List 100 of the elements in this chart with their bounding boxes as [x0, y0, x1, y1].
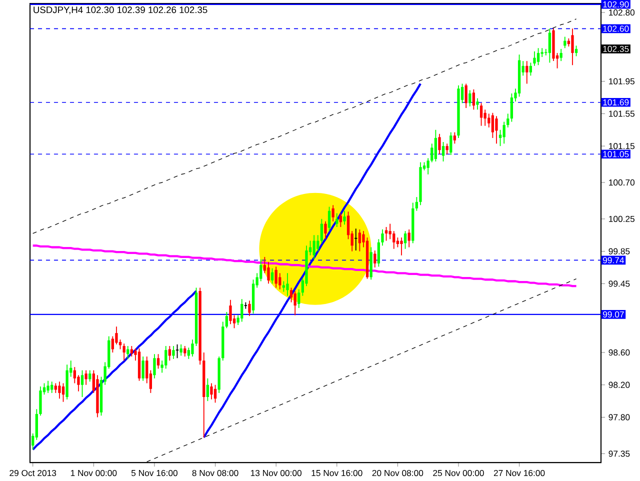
candlestick	[324, 221, 327, 240]
candlestick	[77, 374, 80, 392]
candlestick	[62, 382, 65, 403]
candlestick	[529, 62, 532, 76]
chart-title: USDJPY,H4 102.30 102.39 102.26 102.35	[34, 6, 208, 14]
candlestick	[476, 98, 479, 110]
candlestick	[502, 122, 506, 144]
candlestick	[533, 51, 536, 67]
candlestick	[574, 45, 578, 57]
candlestick	[336, 212, 338, 228]
candlestick	[175, 344, 180, 359]
x-tick-label: 25 Nov 00:00	[433, 470, 484, 476]
y-tick-label: 99.85	[608, 248, 630, 255]
candlestick	[392, 230, 396, 250]
candlestick	[450, 132, 452, 156]
candlestick	[491, 112, 494, 139]
y-tick-label: 97.80	[608, 414, 630, 421]
candlestick	[54, 382, 57, 394]
candlestick	[384, 226, 388, 242]
x-tick-label: 29 Oct 2013	[10, 470, 56, 476]
y-tick-label: 101.15	[609, 143, 635, 150]
x-tick-label: 27 Nov 16:00	[494, 470, 545, 476]
candlestick	[526, 60, 528, 84]
candlestick	[415, 196, 418, 212]
candlestick	[58, 381, 61, 400]
candlestick	[164, 346, 168, 370]
candlestick	[488, 113, 490, 128]
candlestick	[172, 346, 175, 360]
candlestick	[126, 346, 130, 360]
text: 102.35	[603, 46, 629, 52]
candlestick	[328, 206, 331, 232]
candlestick	[442, 142, 445, 162]
candlestick	[260, 259, 262, 282]
candlestick	[240, 298, 244, 322]
y-tick-label: 98.60	[608, 350, 630, 356]
candlestick	[510, 93, 514, 122]
x-tick-label: 15 Nov 16:00	[312, 470, 362, 476]
candlestick	[278, 272, 282, 290]
candlestick	[130, 346, 133, 358]
candlestick	[377, 238, 380, 268]
candlestick	[111, 336, 114, 354]
candlestick	[270, 268, 274, 284]
candlestick	[446, 143, 448, 155]
y-tick-label: 101.95	[609, 78, 635, 85]
candlestick	[290, 287, 293, 303]
candlestick	[381, 229, 384, 246]
candlestick	[248, 300, 251, 317]
candlestick	[191, 339, 194, 358]
candlestick	[316, 234, 320, 252]
candlestick	[39, 386, 42, 416]
candlestick	[506, 113, 510, 128]
y-tick-label: 98.20	[608, 382, 630, 388]
ref-line-label: 99.74	[602, 257, 624, 264]
x-tick-label: 13 Nov 00:00	[250, 470, 302, 476]
x-tick-label: 8 Nov 08:00	[192, 470, 238, 476]
ref-line-label: 101.05	[603, 151, 629, 158]
candlestick	[229, 300, 232, 325]
candlestick	[339, 212, 342, 228]
candlestick	[426, 158, 430, 176]
candlestick	[472, 89, 476, 110]
candlestick	[210, 382, 213, 400]
candlestick	[184, 346, 186, 358]
ref-line-label: 102.60	[603, 26, 629, 32]
candlestick	[142, 356, 144, 382]
candlestick	[84, 370, 88, 386]
candlestick	[560, 48, 562, 62]
candlestick	[453, 132, 456, 144]
x-tick-label: 5 Nov 16:00	[131, 470, 178, 476]
x-tick-label: 1 Nov 00:00	[70, 470, 117, 476]
candlestick	[286, 272, 289, 296]
candlestick	[80, 370, 84, 398]
candlestick	[343, 210, 346, 226]
candlestick	[294, 290, 296, 316]
candlestick	[312, 234, 316, 260]
candlestick	[180, 344, 182, 356]
candlestick	[408, 229, 410, 248]
candlestick	[358, 229, 362, 252]
candlestick	[73, 366, 76, 384]
x-tick-label: 20 Nov 08:00	[372, 470, 424, 476]
candlestick	[354, 228, 358, 252]
candlestick	[438, 134, 441, 155]
candlestick	[153, 354, 156, 380]
y-tick-label: 99.45	[608, 280, 630, 287]
y-tick-label: 102.80	[609, 10, 635, 16]
candlestick	[484, 109, 486, 126]
ref-line-label: 99.07	[602, 312, 624, 318]
candlestick	[374, 250, 376, 268]
candlestick	[548, 28, 552, 64]
candlestick	[267, 262, 270, 284]
candlestick	[298, 289, 300, 309]
candlestick	[187, 347, 190, 360]
y-tick-label: 100.25	[609, 216, 635, 222]
candlestick	[404, 230, 407, 250]
candlestick	[115, 326, 118, 346]
candlestick	[156, 354, 160, 370]
candlestick	[214, 384, 217, 404]
ref-line-label: 102.90	[603, 2, 629, 8]
candlestick	[536, 48, 540, 66]
y-tick-label: 101.55	[609, 110, 635, 117]
candlestick	[244, 302, 248, 310]
